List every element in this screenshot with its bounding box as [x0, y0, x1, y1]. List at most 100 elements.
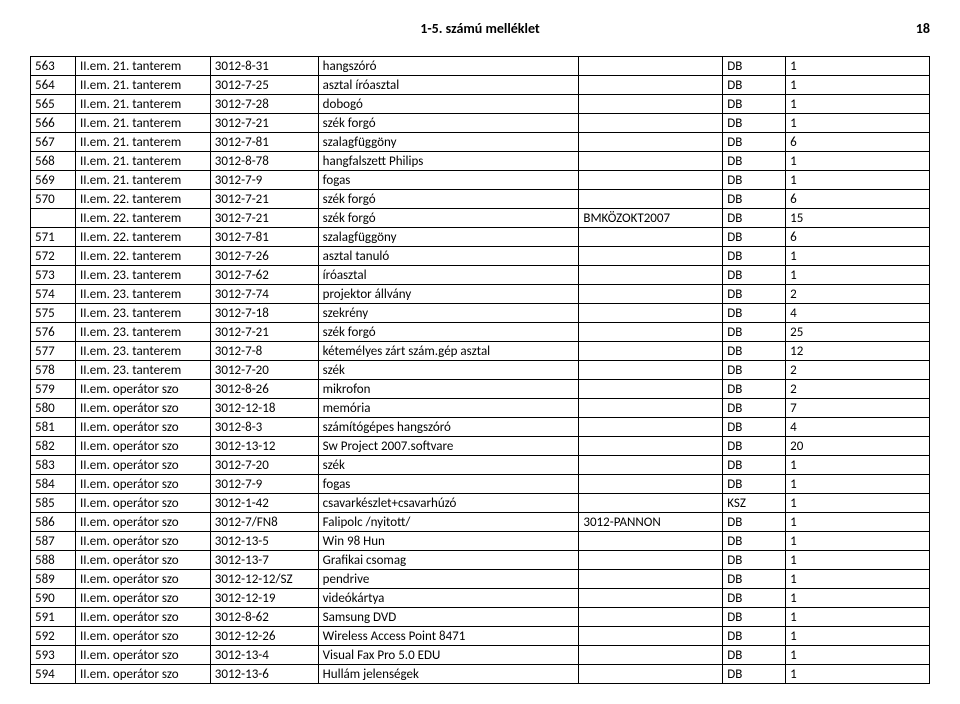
table-cell: II.em. 22. tanterem [75, 209, 210, 228]
table-cell: 3012-8-78 [210, 152, 318, 171]
table-cell [579, 399, 723, 418]
table-cell: II.em. 23. tanterem [75, 323, 210, 342]
table-cell: Hullám jelenségek [318, 665, 579, 684]
table-cell: DB [723, 456, 786, 475]
table-cell: 3012-PANNON [579, 513, 723, 532]
table-row: 587II.em. operátor szo3012-13-5Win 98 Hu… [31, 532, 930, 551]
table-cell: fogas [318, 171, 579, 190]
table-cell: 3012-7-18 [210, 304, 318, 323]
table-cell: 3012-13-5 [210, 532, 318, 551]
table-cell: 3012-7-81 [210, 228, 318, 247]
table-cell: DB [723, 608, 786, 627]
table-row: 567II.em. 21. tanterem3012-7-81szalagfüg… [31, 133, 930, 152]
table-cell [579, 285, 723, 304]
table-cell: DB [723, 399, 786, 418]
table-row: 581II.em. operátor szo3012-8-3számítógép… [31, 418, 930, 437]
table-row: 580II.em. operátor szo3012-12-18memóriaD… [31, 399, 930, 418]
table-cell: 3012-13-6 [210, 665, 318, 684]
page-number: 18 [916, 20, 930, 37]
table-cell: Win 98 Hun [318, 532, 579, 551]
table-cell: 2 [786, 361, 930, 380]
table-cell: II.em. operátor szo [75, 627, 210, 646]
table-cell [579, 57, 723, 76]
table-cell: 6 [786, 228, 930, 247]
table-cell: II.em. operátor szo [75, 399, 210, 418]
table-cell [31, 209, 76, 228]
table-cell: hangszóró [318, 57, 579, 76]
table-cell: 3012-7/FN8 [210, 513, 318, 532]
table-cell: DB [723, 95, 786, 114]
table-cell: II.em. 23. tanterem [75, 285, 210, 304]
table-cell: 3012-7-8 [210, 342, 318, 361]
table-cell: szék forgó [318, 209, 579, 228]
table-cell [579, 532, 723, 551]
table-cell [579, 171, 723, 190]
table-cell: 572 [31, 247, 76, 266]
table-cell: 1 [786, 665, 930, 684]
table-cell: 1 [786, 551, 930, 570]
table-cell: Sw Project 2007.softvare [318, 437, 579, 456]
table-cell: hangfalszett Philips [318, 152, 579, 171]
table-cell: DB [723, 285, 786, 304]
table-cell: 577 [31, 342, 76, 361]
table-cell: 1 [786, 513, 930, 532]
table-cell: 591 [31, 608, 76, 627]
table-cell: II.em. 23. tanterem [75, 266, 210, 285]
table-cell [579, 152, 723, 171]
table-cell [579, 437, 723, 456]
table-cell [579, 380, 723, 399]
table-cell: Samsung DVD [318, 608, 579, 627]
page-title: 1-5. számú melléklet [420, 20, 540, 37]
table-cell: II.em. operátor szo [75, 513, 210, 532]
table-cell: DB [723, 152, 786, 171]
table-cell: 575 [31, 304, 76, 323]
table-cell: 3012-12-26 [210, 627, 318, 646]
table-cell: asztal íróasztal [318, 76, 579, 95]
table-cell: 3012-7-25 [210, 76, 318, 95]
table-cell: II.em. 21. tanterem [75, 152, 210, 171]
table-cell: 1 [786, 456, 930, 475]
table-cell: 565 [31, 95, 76, 114]
table-row: 568II.em. 21. tanterem3012-8-78hangfalsz… [31, 152, 930, 171]
table-cell: 3012-12-12/SZ [210, 570, 318, 589]
table-cell: 573 [31, 266, 76, 285]
table-cell [579, 304, 723, 323]
table-cell: II.em. 23. tanterem [75, 304, 210, 323]
table-cell: DB [723, 665, 786, 684]
table-cell: 567 [31, 133, 76, 152]
table-cell: DB [723, 475, 786, 494]
table-cell: II.em. 21. tanterem [75, 95, 210, 114]
table-cell: DB [723, 570, 786, 589]
table-row: 584II.em. operátor szo3012-7-9fogasDB1 [31, 475, 930, 494]
table-cell: 1 [786, 57, 930, 76]
table-cell: szalagfüggöny [318, 228, 579, 247]
header: 1-5. számú melléklet 18 [30, 20, 930, 40]
table-cell: 585 [31, 494, 76, 513]
table-cell: DB [723, 57, 786, 76]
table-cell: II.em. operátor szo [75, 494, 210, 513]
table-cell: 20 [786, 437, 930, 456]
table-row: 578II.em. 23. tanterem3012-7-20székDB2 [31, 361, 930, 380]
table-cell: szék [318, 456, 579, 475]
table-row: 574II.em. 23. tanterem3012-7-74projektor… [31, 285, 930, 304]
table-cell: 3012-7-20 [210, 456, 318, 475]
table-row: 590II.em. operátor szo3012-12-19videókár… [31, 589, 930, 608]
table-cell: 3012-7-81 [210, 133, 318, 152]
table-cell: 3012-1-42 [210, 494, 318, 513]
table-cell: szék forgó [318, 190, 579, 209]
table-cell: 582 [31, 437, 76, 456]
table-cell: DB [723, 589, 786, 608]
table-cell [579, 323, 723, 342]
table-cell [579, 266, 723, 285]
table-cell: II.em. 21. tanterem [75, 57, 210, 76]
table-cell [579, 228, 723, 247]
table-cell: 3012-8-62 [210, 608, 318, 627]
table-cell: 1 [786, 532, 930, 551]
table-cell: 569 [31, 171, 76, 190]
table-cell: 570 [31, 190, 76, 209]
table-cell: 2 [786, 285, 930, 304]
table-cell: DB [723, 171, 786, 190]
table-cell [579, 190, 723, 209]
table-cell: DB [723, 551, 786, 570]
table-cell: projektor állvány [318, 285, 579, 304]
